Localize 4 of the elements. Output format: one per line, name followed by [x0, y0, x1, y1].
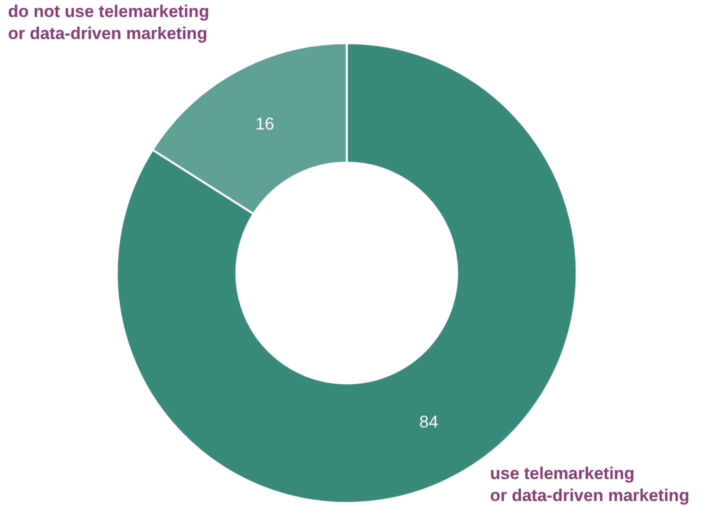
slice-label: do not use telemarketing or data-driven marketing: [8, 2, 210, 44]
data-label: 84: [419, 412, 438, 432]
slice-label: use telemarketing or data-driven marketing: [490, 464, 690, 506]
data-label: 16: [255, 114, 274, 134]
